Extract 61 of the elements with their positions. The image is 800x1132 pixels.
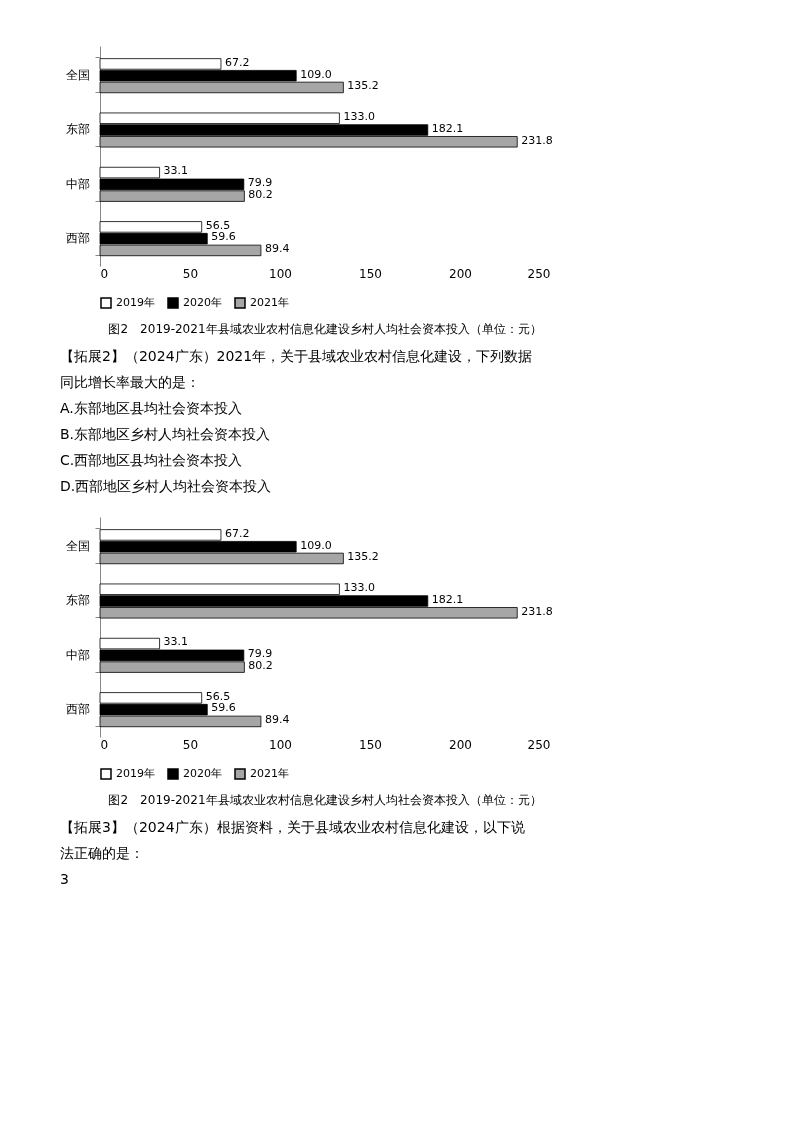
- legend-label: 2019年: [116, 296, 155, 309]
- text: 33.1: [163, 164, 189, 178]
- text: 231.8: [521, 133, 553, 147]
- text: 67.2: [224, 55, 250, 69]
- text: 图2 2019-2021年县域农业农村信息化建设乡村人均社会资本投入（单位：元）: [108, 793, 542, 807]
- x-tick-label: 0: [100, 266, 109, 281]
- x-tick-label: 200: [449, 737, 472, 752]
- text: 【拓展2】（2024广东）2021年，关于县域农业农村信息化建设，下列数据: [60, 348, 533, 364]
- text: 33.1: [163, 635, 189, 649]
- text: 133.0: [343, 581, 375, 595]
- text: 135.2: [347, 550, 379, 564]
- legend-label: 2021年: [250, 296, 289, 309]
- text: 231.8: [521, 604, 553, 618]
- text: 同比增长率最大的是：: [60, 374, 200, 390]
- y-tick-label: 西部: [65, 230, 90, 245]
- text: 【拓展3】（2024广东）根据资料，关于县域农业农村信息化建设，以下说: [60, 819, 525, 835]
- text: 67.2: [224, 526, 250, 540]
- text: 80.2: [248, 658, 273, 672]
- x-tick-label: 150: [359, 737, 382, 752]
- text: 109.0: [300, 67, 332, 81]
- y-tick-label: 西部: [65, 701, 90, 716]
- text: 89.4: [264, 242, 290, 256]
- legend-label: 2020年: [183, 767, 222, 780]
- text: 182.1: [431, 592, 464, 606]
- text: B.东部地区乡村人均社会资本投入: [60, 426, 271, 442]
- x-tick-label: 50: [182, 266, 199, 281]
- y-tick-label: 东部: [65, 593, 90, 608]
- text: 法正确的是：: [60, 845, 144, 861]
- y-tick-label: 东部: [65, 122, 90, 137]
- text: 3: [60, 871, 69, 887]
- text: 135.2: [347, 79, 379, 93]
- text: 79.9: [247, 647, 273, 661]
- text: A.东部地区县均社会资本投入: [60, 400, 242, 416]
- text: 图2 2019-2021年县域农业农村信息化建设乡村人均社会资本投入（单位：元）: [108, 322, 542, 336]
- x-tick-label: 250: [527, 266, 551, 281]
- x-tick-label: 50: [182, 737, 199, 752]
- text: 59.6: [211, 230, 236, 244]
- text: 80.2: [248, 187, 273, 201]
- text: 89.4: [264, 713, 290, 727]
- x-tick-label: 200: [449, 266, 472, 281]
- y-tick-label: 中部: [65, 647, 90, 662]
- text: D.西部地区乡村人均社会资本投入: [60, 478, 272, 494]
- text: 133.0: [343, 110, 375, 124]
- legend-label: 2021年: [250, 767, 289, 780]
- text: 56.5: [205, 218, 231, 232]
- text: 79.9: [247, 176, 273, 190]
- x-tick-label: 100: [269, 266, 292, 281]
- text: 109.0: [300, 538, 332, 552]
- y-tick-label: 全国: [65, 539, 90, 554]
- legend-label: 2019年: [116, 767, 155, 780]
- x-tick-label: 0: [100, 737, 109, 752]
- text: C.西部地区县均社会资本投入: [60, 452, 243, 468]
- y-tick-label: 中部: [65, 176, 90, 191]
- legend-label: 2020年: [183, 296, 222, 309]
- x-tick-label: 250: [527, 737, 551, 752]
- text: 182.1: [431, 121, 464, 135]
- text: 56.5: [205, 689, 231, 703]
- y-tick-label: 全国: [65, 68, 90, 83]
- x-tick-label: 100: [269, 737, 292, 752]
- text: 59.6: [211, 701, 236, 715]
- x-tick-label: 150: [359, 266, 382, 281]
